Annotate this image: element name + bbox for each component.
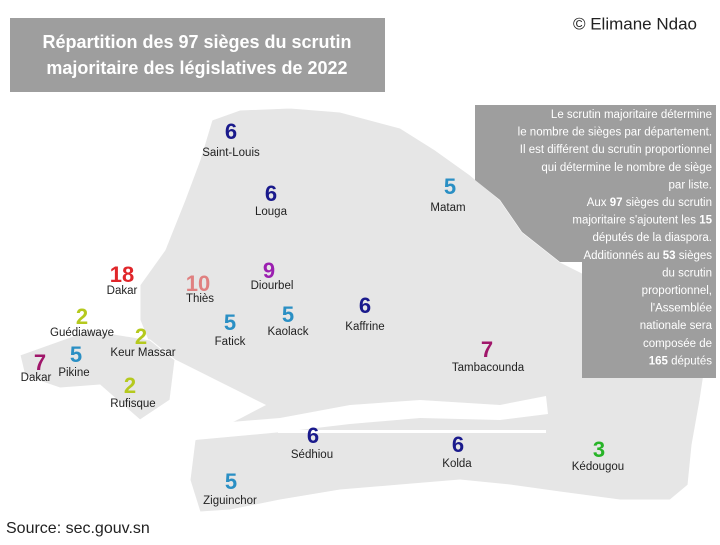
seat-count: 5 [224,310,236,335]
region-name: Diourbel [251,280,294,292]
seat-count: 5 [444,174,456,199]
region-name: Kaffrine [345,321,384,333]
note-text: sièges du scrutin [623,197,713,209]
dakar-inset [19,329,176,421]
seat-count: 6 [359,293,371,318]
note-line: 165 députés [649,355,713,367]
note-line: qui détermine le nombre de siège [541,162,712,174]
note-text: députés [668,355,712,367]
seat-count: 5 [225,469,237,494]
seat-count: 6 [452,432,464,457]
seat-count: 5 [70,342,82,367]
seat-count: 2 [135,324,147,349]
seat-count: 3 [593,437,605,462]
seat-count: 6 [265,181,277,206]
seat-count: 10 [186,271,210,296]
note-text: Le scrutin majoritaire détermine [551,109,712,121]
region-name: Ziguinchor [203,495,257,507]
note-text: Il est différent du scrutin proportionne… [520,144,712,156]
region-name: Rufisque [110,398,155,410]
region-name: Kolda [442,458,472,470]
region-name: Kédougou [572,461,624,473]
note-text: du scrutin [662,267,712,279]
title-line: majoritaire des législatives de 2022 [46,58,347,78]
note-line: du scrutin [662,267,712,279]
note-text: 97 [610,197,623,209]
note-text: l'Assemblée [650,303,712,315]
note-text: sièges [676,250,713,262]
seat-count: 5 [282,302,294,327]
note-text: composée de [643,338,712,350]
note-text: Aux [587,197,610,209]
seat-count: 6 [307,423,319,448]
note: Le scrutin majoritaire détermine le nombr… [518,109,713,367]
region-name: Dakar [21,372,52,384]
region-name: Guédiawaye [50,327,114,339]
region-name: Louga [255,206,288,218]
region-name: Tambacounda [452,362,525,374]
note-line: par liste. [669,179,712,191]
note-line: composée de [643,338,712,350]
note-text: proportionnel, [642,285,712,297]
note-line: proportionnel, [642,285,712,297]
note-text: majoritaire s'ajoutent les [572,215,699,227]
note-text: 15 [699,215,712,227]
credit: © Elimane Ndao [573,14,697,33]
note-line: nationale sera [640,320,713,332]
title-box [10,18,385,92]
note-text: députés de la diaspora. [592,232,712,244]
region-name: Fatick [215,336,246,348]
note-line: Le scrutin majoritaire détermine [551,109,712,121]
note-text: Additionnés au [583,250,662,262]
region-name: Sédhiou [291,449,333,461]
region-name: Pikine [58,367,89,379]
region-name: Kaolack [268,326,309,338]
note-line: Aux 97 sièges du scrutin [587,197,712,209]
note-text: 165 [649,355,669,367]
note-line: Il est différent du scrutin proportionne… [520,144,712,156]
map [19,107,707,513]
border [278,430,546,433]
seat-count: 7 [481,337,493,362]
seat-count: 9 [263,258,275,283]
note-box [475,105,716,378]
gambia [195,396,548,440]
region-name: Matam [430,202,465,214]
note-text: le nombre de sièges par département. [518,127,712,139]
source: Source: sec.gouv.sn [6,520,150,537]
note-line: députés de la diaspora. [592,232,712,244]
note-line: le nombre de sièges par département. [518,127,712,139]
region-name: Keur Massar [110,347,175,359]
note-text: 53 [663,250,676,262]
seat-count: 18 [110,262,134,287]
region-name: Saint-Louis [202,147,260,159]
seat-count: 2 [76,304,88,329]
note-line: l'Assemblée [650,303,712,315]
note-line: Additionnés au 53 sièges [583,250,712,262]
seat-count: 2 [124,373,136,398]
title-line: Répartition des 97 sièges du scrutin [42,32,351,52]
note-text: par liste. [669,179,712,191]
region-name: Thiès [186,293,214,305]
seat-count: 6 [225,119,237,144]
country-shape [139,107,707,513]
note-text: nationale sera [640,320,713,332]
note-text: qui détermine le nombre de siège [541,162,712,174]
seat-count: 7 [34,350,46,375]
region-name: Dakar [107,285,138,297]
note-line: majoritaire s'ajoutent les 15 [572,215,712,227]
